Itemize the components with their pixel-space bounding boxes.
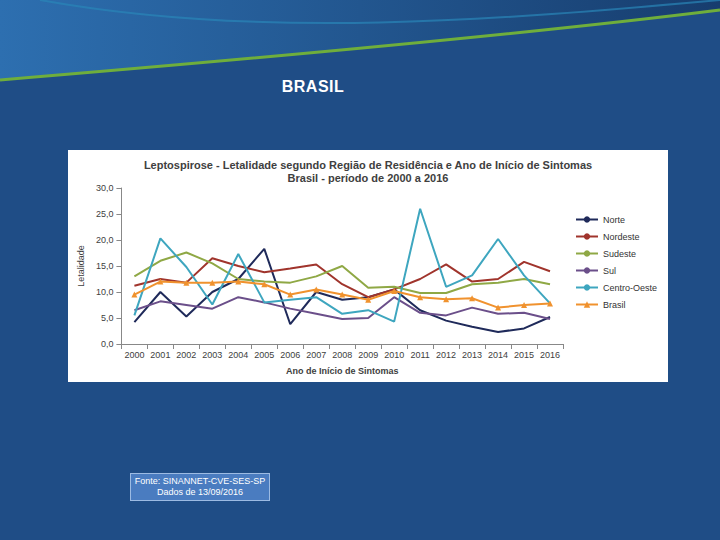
svg-text:30,0: 30,0 xyxy=(96,183,114,193)
svg-text:2009: 2009 xyxy=(358,350,378,360)
svg-text:Nordeste: Nordeste xyxy=(603,232,640,242)
svg-text:0,0: 0,0 xyxy=(101,339,114,349)
html-text:Fonte: SINANNET-CVE-SES-SP: Fonte: SINANNET-CVE-SES-SP xyxy=(134,476,266,486)
svg-text:Brasil - período de 2000 a 201: Brasil - período de 2000 a 2016 xyxy=(288,172,449,184)
svg-text:2010: 2010 xyxy=(384,350,404,360)
html-text:Dados de 13/09/2016: Dados de 13/09/2016 xyxy=(157,487,243,497)
svg-text:2001: 2001 xyxy=(150,350,170,360)
svg-text:2000: 2000 xyxy=(124,350,144,360)
svg-text:2013: 2013 xyxy=(462,350,482,360)
svg-text:Sudeste: Sudeste xyxy=(603,249,636,259)
svg-text:2016: 2016 xyxy=(540,350,560,360)
svg-text:20,0: 20,0 xyxy=(96,235,114,245)
svg-text:2002: 2002 xyxy=(176,350,196,360)
svg-text:2012: 2012 xyxy=(436,350,456,360)
svg-text:2014: 2014 xyxy=(488,350,508,360)
svg-text:15,0: 15,0 xyxy=(96,261,114,271)
svg-text:Centro-Oeste: Centro-Oeste xyxy=(603,283,657,293)
svg-text:Ano de Início de Sintomas: Ano de Início de Sintomas xyxy=(286,366,399,376)
svg-text:Letalidade: Letalidade xyxy=(76,245,86,287)
svg-text:2006: 2006 xyxy=(280,350,300,360)
svg-text:Norte: Norte xyxy=(603,215,625,225)
svg-text:Leptospirose - Letalidade segu: Leptospirose - Letalidade segundo Região… xyxy=(144,159,592,171)
svg-text:Brasil: Brasil xyxy=(603,300,626,310)
svg-text:2005: 2005 xyxy=(254,350,274,360)
svg-text:2011: 2011 xyxy=(410,350,429,360)
svg-text:25,0: 25,0 xyxy=(96,209,114,219)
svg-text:Sul: Sul xyxy=(603,266,616,276)
svg-text:2004: 2004 xyxy=(228,350,248,360)
html-text:BRASIL: BRASIL xyxy=(281,78,345,95)
svg-text:10,0: 10,0 xyxy=(96,287,114,297)
svg-text:2007: 2007 xyxy=(306,350,326,360)
svg-text:2003: 2003 xyxy=(202,350,222,360)
svg-text:2015: 2015 xyxy=(514,350,534,360)
svg-text:5,0: 5,0 xyxy=(101,313,114,323)
svg-text:2008: 2008 xyxy=(332,350,352,360)
